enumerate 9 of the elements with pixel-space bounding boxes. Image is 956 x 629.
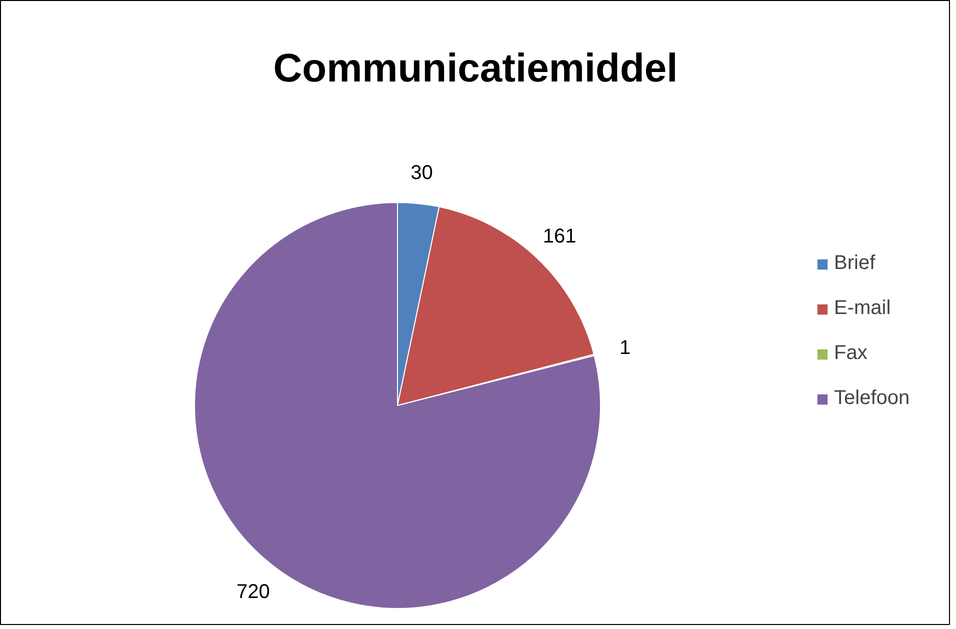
legend-label: Fax — [834, 342, 868, 365]
legend-label: Telefoon — [834, 387, 910, 410]
data-label: 161 — [542, 225, 576, 248]
chart-title: Communicatiemiddel — [273, 46, 678, 90]
legend-label: E-mail — [834, 297, 891, 320]
data-label: 1 — [620, 337, 631, 360]
data-label: 30 — [410, 162, 433, 184]
legend-label: Brief — [834, 252, 876, 275]
data-label: 720 — [236, 580, 270, 603]
